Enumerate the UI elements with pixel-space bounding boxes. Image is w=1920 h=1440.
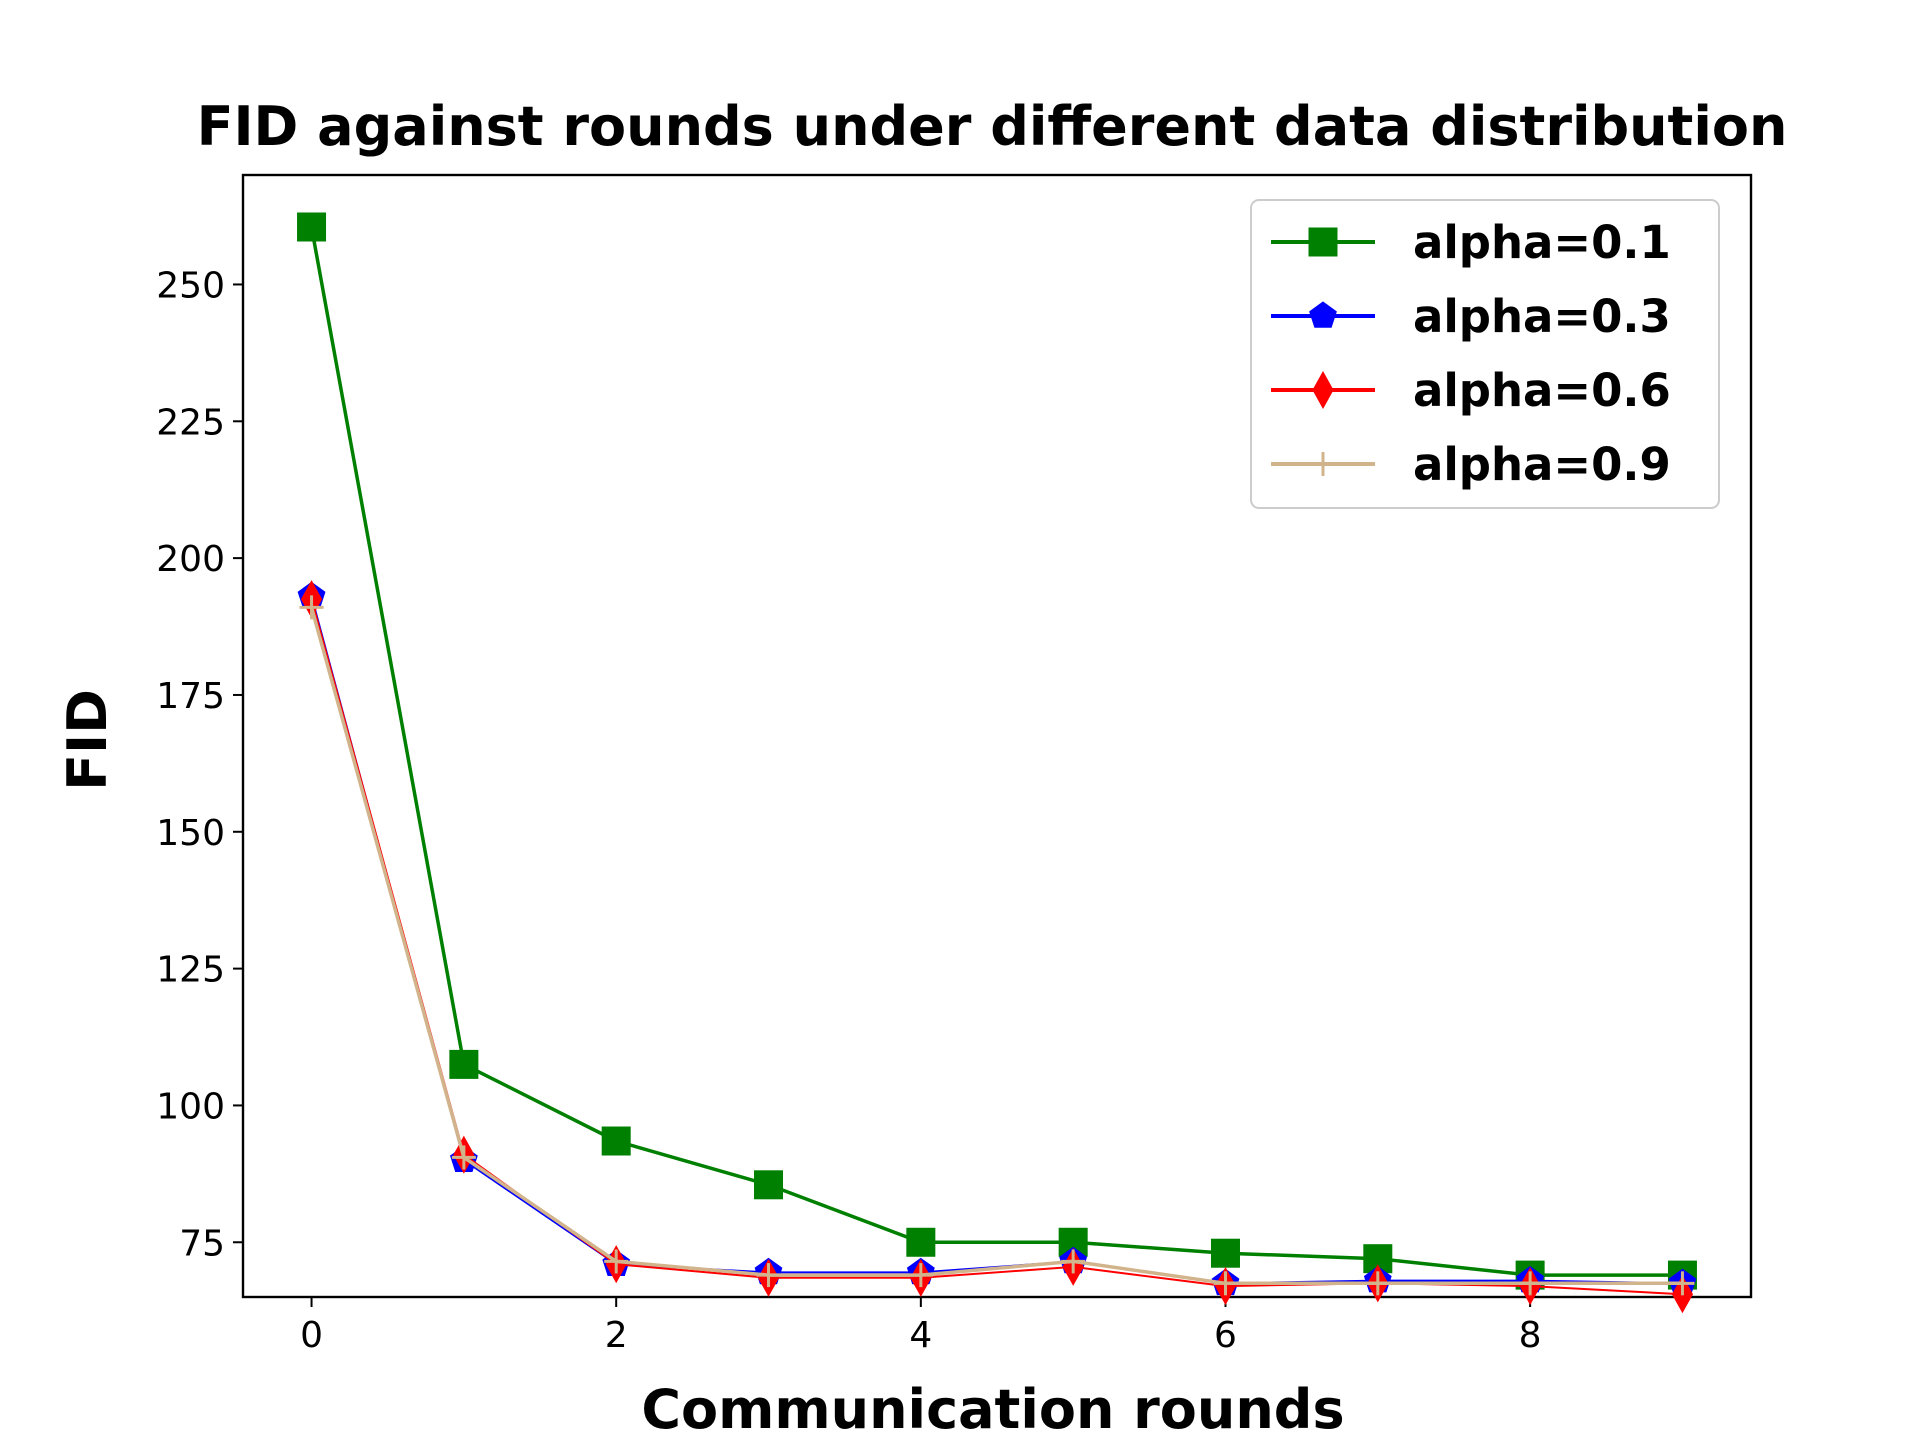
x-tick-label: 6 — [1214, 1315, 1237, 1356]
legend-label: alpha=0.6 — [1413, 364, 1671, 417]
x-tick-label: 4 — [909, 1315, 932, 1356]
y-tick-label: 200 — [156, 539, 225, 580]
y-tick-label: 75 — [179, 1223, 225, 1264]
data-point — [601, 1126, 631, 1156]
data-point — [299, 595, 324, 620]
data-point — [1518, 1271, 1543, 1296]
legend-marker — [1308, 227, 1338, 257]
legend-item: alpha=0.6 — [1271, 364, 1671, 417]
legend-box — [1250, 199, 1720, 509]
data-point — [908, 1263, 933, 1288]
x-tick-label: 2 — [605, 1315, 628, 1356]
legend-label: alpha=0.9 — [1413, 438, 1671, 491]
y-tick-label: 150 — [156, 813, 225, 854]
legend-label: alpha=0.1 — [1413, 216, 1671, 269]
plot-frame — [241, 173, 1753, 1299]
legend-marker — [1311, 452, 1335, 476]
data-point — [756, 1263, 781, 1288]
legend-item: alpha=0.3 — [1271, 290, 1671, 343]
data-point — [754, 1170, 784, 1200]
x-axis-title: Communication rounds — [641, 1378, 1344, 1440]
series-line — [310, 598, 1683, 1296]
data-point — [1365, 1271, 1390, 1296]
y-axis-title: FID — [56, 689, 119, 791]
data-point — [449, 1049, 479, 1079]
x-tick-label: 8 — [1519, 1315, 1542, 1356]
data-point — [906, 1227, 936, 1257]
series-line — [309, 226, 1683, 1277]
series-alpha=0.6 — [300, 580, 1694, 1314]
chart-title: FID against rounds under different data … — [197, 95, 1788, 158]
legend-marker — [1312, 370, 1334, 410]
data-point — [604, 1249, 629, 1274]
data-point — [297, 212, 327, 242]
y-tick-label: 250 — [156, 265, 225, 306]
legend: alpha=0.1 alpha=0.3 alpha=0.6 alpha=0.9 — [1250, 199, 1720, 509]
y-tick-label: 125 — [156, 950, 225, 991]
y-tick-label: 100 — [156, 1086, 225, 1127]
legend-label: alpha=0.3 — [1413, 290, 1671, 343]
legend-marker — [1309, 301, 1337, 328]
y-tick-label: 225 — [156, 402, 225, 443]
series-line — [309, 606, 1683, 1286]
plot-area: 0 2 4 6 8 75 100 125 150 175 200 225 250 — [156, 173, 1753, 1356]
legend-item: alpha=0.9 — [1271, 438, 1671, 491]
data-point — [1061, 1249, 1086, 1274]
y-tick-label: 175 — [156, 676, 225, 717]
x-tick-label: 0 — [300, 1315, 323, 1356]
data-point — [1210, 1238, 1240, 1268]
data-point — [1670, 1271, 1695, 1296]
legend-item: alpha=0.1 — [1271, 216, 1671, 269]
series-line — [310, 596, 1683, 1285]
data-point — [1213, 1271, 1238, 1296]
series-alpha=0.9 — [299, 595, 1695, 1296]
data-point — [451, 1145, 476, 1170]
